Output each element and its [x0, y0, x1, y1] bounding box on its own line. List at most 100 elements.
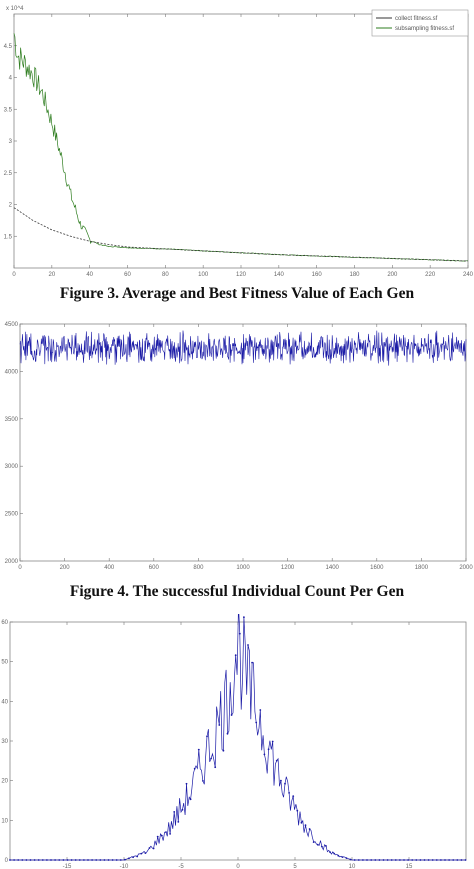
chart2-data-point	[357, 859, 360, 861]
chart2-data-point	[353, 859, 356, 861]
chart2-data-point	[382, 859, 385, 861]
chart0-y-tick-label: 1.5	[4, 234, 13, 240]
chart2-data-point	[9, 859, 11, 861]
chart2-y-tick-label: 30	[1, 739, 8, 745]
chart2-data-point	[275, 759, 278, 762]
chart1-x-tick-label: 600	[149, 565, 160, 571]
chart0-y-tick-label: 3	[9, 139, 13, 145]
chart2-data-point	[99, 859, 102, 861]
successful-count-chart: 0 200 400 600 800 1000 1200 1400 1600 1800 2000 200…	[5, 322, 474, 571]
chart0-x-tick-label: 160	[312, 272, 323, 278]
chart2-data-point	[362, 859, 364, 861]
chart0-legend-label: collect fitness.sf	[395, 16, 438, 22]
chart2-data-point	[423, 859, 426, 861]
chart2-data-point	[431, 859, 434, 861]
chart1-x-tick-label: 200	[60, 565, 71, 571]
chart0-legend-label: subsampling fitness.sf	[395, 26, 454, 32]
chart2-data-point	[70, 859, 73, 861]
chart2-data-point	[144, 852, 147, 854]
chart2-data-point	[251, 661, 254, 664]
chart2-data-point	[115, 859, 118, 861]
chart2-data-point	[50, 859, 52, 861]
chart2-x-tick-label: 10	[349, 864, 356, 869]
chart2-x-tick-label: -15	[63, 864, 72, 869]
chart0-x-tick-label: 180	[349, 272, 360, 278]
chart2-data-point	[156, 835, 159, 838]
chart0-x-tick-label: 120	[236, 272, 247, 278]
chart2-data-point	[160, 834, 163, 837]
figure-4-panel: 0 200 400 600 800 1000 1200 1400 1600 1800 2000 200…	[0, 318, 474, 578]
figure-4-caption: Figure 4. The successful Individual Coun…	[69, 583, 405, 600]
chart1-x-tick-label: 400	[104, 565, 115, 571]
chart2-data-point	[66, 859, 69, 861]
chart2-data-point	[214, 766, 217, 769]
chart0-y-tick-label: 2	[9, 203, 13, 209]
figure-3-panel: 0 20 40 60 80 100 120 140 160 180 200 220 240 1.5 2 2.5…	[0, 0, 474, 280]
chart2-data-point	[345, 857, 348, 859]
chart2-x-tick-label: -10	[120, 864, 129, 869]
chart2-data-point	[238, 632, 241, 635]
chart2-data-point	[185, 782, 188, 785]
chart2-data-point	[411, 859, 414, 861]
chart2-data-point	[337, 854, 340, 857]
chart0-x-tick-label: 140	[274, 272, 285, 278]
chart1-x-tick-label: 1400	[326, 565, 340, 571]
chart2-data-point	[370, 859, 373, 861]
chart2-data-point	[78, 859, 81, 861]
chart2-data-point	[460, 859, 463, 861]
chart2-data-point	[140, 852, 143, 855]
chart2-data-point	[321, 845, 323, 848]
chart2-data-point	[13, 859, 16, 861]
chart0-x-tick-label: 0	[12, 272, 16, 278]
chart2-data-point	[292, 795, 295, 797]
chart2-data-point	[304, 824, 307, 827]
chart2-data-point	[435, 859, 438, 861]
chart2-data-point	[427, 859, 430, 861]
chart2-data-point	[271, 740, 274, 743]
chart2-data-point	[54, 859, 56, 861]
chart0-y-tick-label: 4	[9, 76, 13, 82]
chart2-data-point	[74, 859, 77, 861]
chart2-y-tick-label: 0	[5, 858, 9, 864]
chart2-data-point	[62, 859, 65, 861]
chart0-x-tick-label: 220	[425, 272, 436, 278]
chart0-series-subsampling	[13, 33, 469, 262]
chart2-data-point	[173, 811, 176, 813]
chart0-x-tick-label: 20	[48, 272, 55, 278]
chart2-data-point	[37, 859, 40, 861]
chart2-data-point	[378, 859, 381, 861]
chart2-data-point	[107, 859, 110, 861]
chart2-data-point	[399, 859, 401, 861]
chart2-data-point	[29, 859, 32, 861]
chart2-plot-frame	[9, 621, 467, 861]
chart2-data-point	[390, 859, 393, 861]
chart1-y-tick-label: 3000	[5, 464, 19, 470]
chart2-data-point	[41, 859, 44, 861]
chart2-data-point	[128, 857, 130, 860]
chart2-data-point	[308, 828, 311, 830]
chart0-plot-frame	[13, 13, 469, 269]
chart1-y-tick-label: 3500	[5, 417, 19, 423]
chart2-data-point	[312, 841, 315, 843]
chart0-multiplier-label: x 10^4	[6, 6, 24, 12]
chart2-data-point	[17, 859, 20, 861]
chart1-y-tick-label: 2500	[5, 512, 19, 518]
chart2-data-point	[288, 792, 290, 794]
chart2-data-point	[247, 644, 249, 646]
chart1-x-tick-label: 1200	[281, 565, 295, 571]
chart2-data-point	[21, 859, 24, 861]
chart1-x-tick-label: 800	[193, 565, 204, 571]
chart2-data-point	[189, 798, 192, 801]
chart2-x-tick-label: 5	[293, 864, 297, 869]
chart2-data-point	[148, 847, 151, 849]
chart2-data-point	[407, 859, 409, 861]
chart1-x-tick-label: 2000	[459, 565, 473, 571]
chart2-data-point	[124, 858, 126, 861]
chart0-x-tick-label: 200	[387, 272, 398, 278]
chart2-x-tick-label: 15	[406, 864, 413, 869]
chart2-data-point	[91, 859, 93, 861]
chart2-data-point	[136, 855, 139, 858]
chart2-data-point	[366, 859, 368, 861]
chart0-x-tick-label: 100	[198, 272, 209, 278]
chart2-data-point	[46, 859, 48, 861]
